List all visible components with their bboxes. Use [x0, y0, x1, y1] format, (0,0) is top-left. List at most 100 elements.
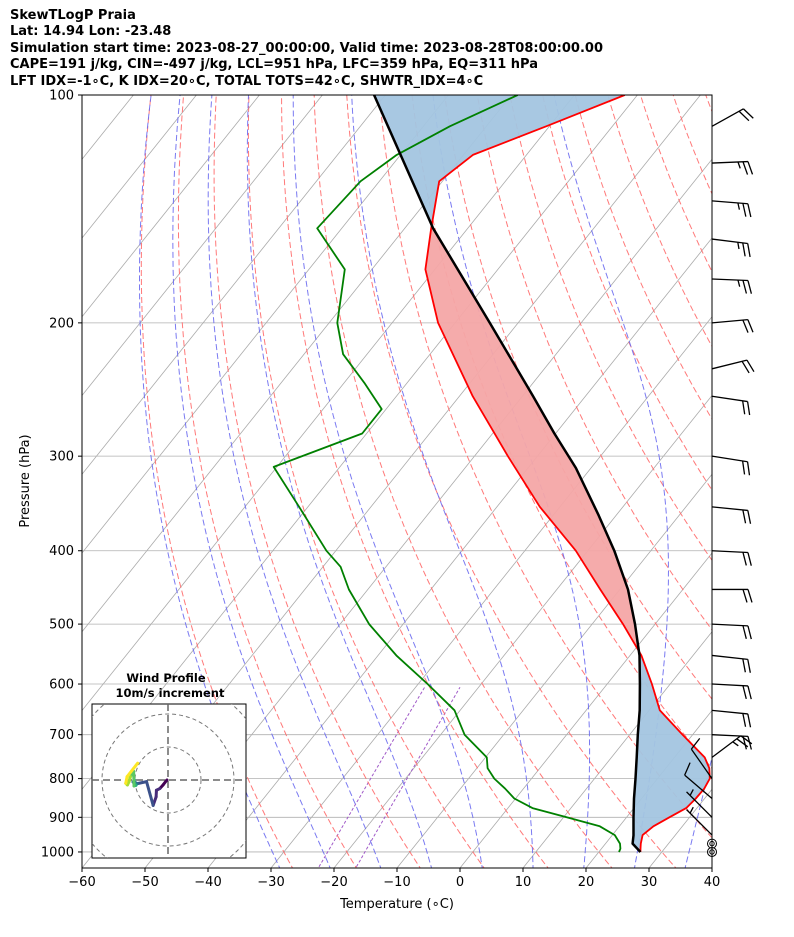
barb-shaft — [711, 395, 748, 403]
moist-adiabat — [684, 755, 712, 868]
barb-feather — [747, 552, 752, 566]
x-tick-label: 10 — [515, 875, 532, 890]
y-tick-label: 800 — [49, 772, 74, 787]
barb-shaft — [711, 623, 748, 627]
y-tick-label: 400 — [49, 544, 74, 559]
wind-barb — [684, 762, 713, 800]
y-tick-label: 100 — [49, 89, 74, 104]
barb-feather — [742, 161, 749, 175]
barb-feather — [743, 108, 754, 119]
dry-adiabat — [411, 95, 712, 770]
wind-barb — [711, 654, 751, 673]
wind-barb — [711, 200, 752, 218]
barb-feather — [690, 737, 701, 750]
dry-adiabat — [574, 95, 712, 420]
barb-feather — [742, 658, 746, 673]
moist-adiabat — [172, 95, 331, 868]
isotherm-line — [0, 88, 76, 871]
barb-shaft — [711, 506, 748, 512]
x-tick-label: 0 — [456, 875, 464, 890]
barb-shaft — [711, 734, 748, 737]
dry-adiabat — [444, 95, 712, 700]
barb-feather — [742, 625, 747, 639]
barb-shaft — [711, 550, 748, 554]
barb-shaft — [686, 791, 713, 818]
barb-shaft — [711, 359, 748, 370]
wind-barb — [711, 709, 752, 728]
wind-barb — [686, 806, 713, 836]
wind-barb — [711, 278, 753, 294]
barb-feather — [747, 625, 752, 640]
wind-barb — [711, 395, 751, 416]
barb-feather — [746, 359, 755, 373]
wind-barb — [712, 588, 753, 603]
barb-half-feather — [737, 161, 741, 169]
wind-barb — [711, 623, 752, 640]
barb-feather — [742, 242, 746, 257]
hodograph-segment — [145, 780, 155, 807]
inset-title: Wind Profile — [126, 671, 206, 685]
isotherm-line — [711, 867, 712, 868]
barb-shaft — [686, 809, 713, 836]
barb-feather — [742, 685, 747, 700]
barb-feather — [742, 319, 749, 333]
barb-shaft — [711, 238, 748, 245]
temperature-line — [424, 95, 711, 853]
y-tick-label: 900 — [49, 811, 74, 826]
barb-feather — [742, 713, 747, 727]
y-tick-label: 1000 — [41, 845, 74, 860]
wind-barb — [711, 734, 752, 750]
barb-feather — [747, 243, 751, 258]
isotherm-line — [144, 158, 712, 868]
x-tick-label: 20 — [578, 875, 595, 890]
isotherm-line — [82, 95, 197, 239]
wind-barb — [711, 238, 751, 258]
wind-barb — [711, 455, 751, 476]
barb-feather — [742, 203, 747, 217]
barb-shaft — [711, 200, 748, 205]
wind-barb — [711, 550, 752, 566]
hodograph-ring — [134, 746, 202, 814]
isotherm-line — [522, 631, 712, 868]
moist-adiabat — [139, 95, 281, 868]
wind-barb — [711, 160, 754, 175]
barb-feather — [747, 280, 753, 294]
wind-barb — [711, 506, 752, 524]
barb-shaft — [711, 735, 742, 758]
barb-feather — [742, 735, 748, 750]
barb-feather — [747, 589, 753, 603]
barb-shaft — [711, 278, 748, 282]
x-axis-ticks: −60 −50 −40 −30 −20 −10 0 10 20 30 40 — [68, 868, 720, 890]
mixing-ratio-lines — [317, 687, 461, 868]
barb-half-feather — [689, 806, 694, 814]
wind-barbs — [684, 108, 755, 857]
moist-adiabat — [207, 95, 382, 868]
y-tick-label: 300 — [49, 450, 74, 465]
barb-shaft — [684, 774, 713, 800]
wind-barb — [690, 737, 713, 779]
hodograph-segment — [125, 761, 140, 779]
x-tick-label: −50 — [131, 875, 158, 890]
barb-shaft — [690, 748, 713, 779]
moist-adiabat — [246, 95, 433, 868]
y-tick-label: 700 — [49, 728, 74, 743]
barb-feather — [684, 762, 691, 776]
x-tick-label: 40 — [704, 875, 721, 890]
isotherm-line — [82, 95, 386, 475]
dry-adiabat — [378, 95, 712, 839]
barb-feather — [747, 203, 752, 218]
wind-barb — [711, 108, 754, 127]
hodograph-ring — [101, 713, 235, 847]
dry-adiabat — [542, 95, 712, 491]
x-axis-label: Temperature (∘C) — [339, 897, 454, 912]
barb-feather — [746, 401, 751, 416]
barb-feather — [747, 319, 754, 333]
barb-shaft — [711, 455, 748, 463]
barb-feather — [747, 161, 754, 175]
wind-barb — [686, 789, 713, 818]
wind-profile-inset: Wind Profile 10m/s increment — [91, 671, 247, 859]
isotherm-line — [396, 473, 712, 868]
location-line: Lat: 14.94 Lon: -23.48 — [10, 24, 172, 40]
x-tick-label: −30 — [257, 875, 284, 890]
isotherm-line — [82, 95, 575, 712]
